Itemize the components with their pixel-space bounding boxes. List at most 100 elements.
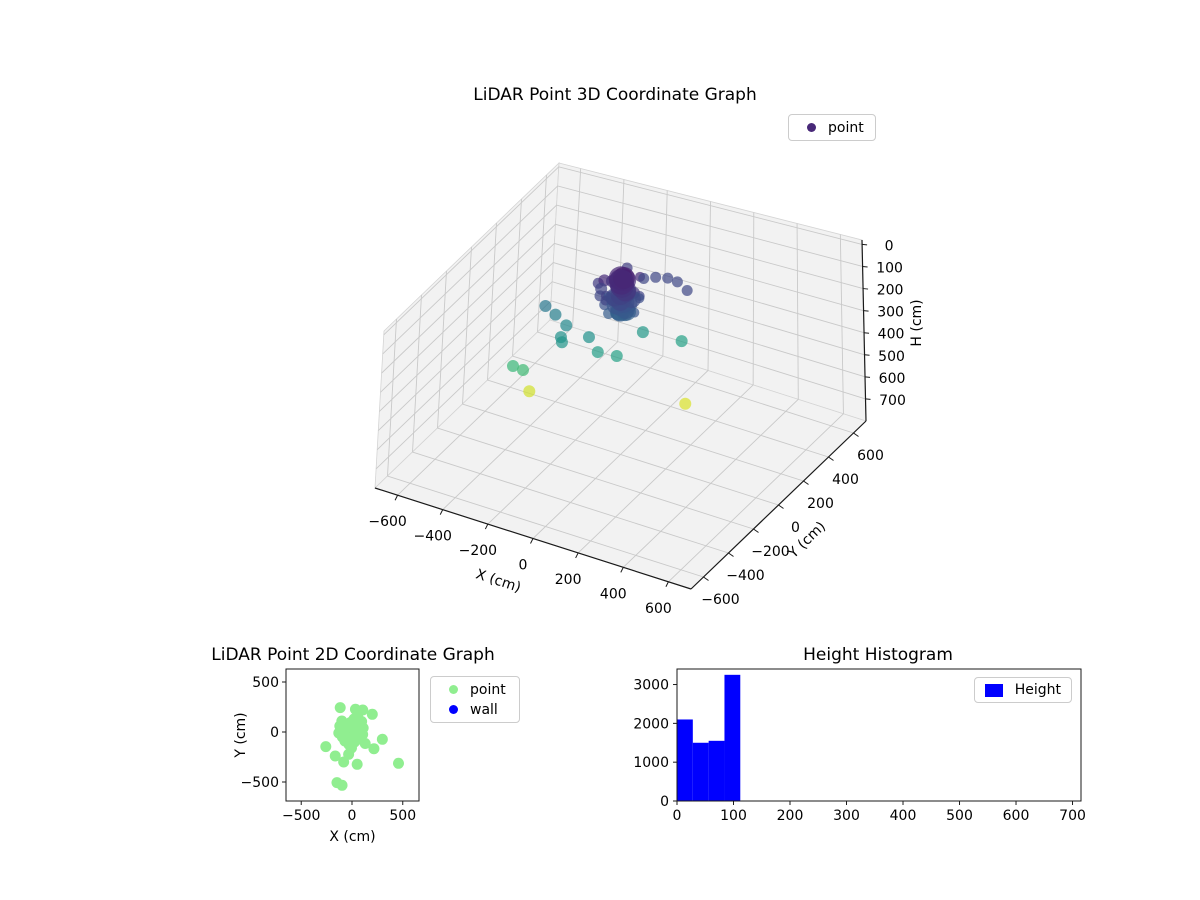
grid-x (668, 234, 844, 583)
x-tick-label: 0 (348, 808, 357, 824)
h-tick (863, 288, 869, 290)
y-tick (778, 504, 784, 509)
scatter-point-3d (636, 326, 649, 339)
y-tick (753, 528, 759, 533)
grid-x (532, 201, 711, 539)
scatter-point-3d (595, 282, 608, 295)
y-tick (803, 480, 809, 485)
scatter-point-2d (334, 702, 346, 714)
x-tick (530, 538, 534, 544)
scatter-point-2d (366, 708, 378, 720)
scatter-point-3d (506, 360, 519, 373)
scatter-point-2d (320, 741, 332, 753)
y-tick-label: 600 (857, 448, 884, 464)
hist-bar (708, 740, 725, 801)
h-axis-label: H (cm) (909, 299, 925, 346)
point-marker-icon (449, 685, 458, 694)
x-tick-label: 200 (555, 572, 582, 588)
scatter-point-3d (675, 335, 688, 348)
hist-bar (724, 674, 741, 801)
y-tick-label: −600 (701, 592, 739, 608)
h-tick-label: 100 (876, 260, 903, 276)
legend-row: Height (985, 682, 1061, 698)
h-tick (865, 398, 871, 400)
x-tick-label: −200 (459, 543, 497, 559)
legend-row: point (441, 682, 509, 698)
scatter-point-3d (638, 273, 650, 285)
x-tick-label: 400 (600, 586, 627, 602)
h-tick (864, 354, 870, 356)
scatter-point-3d (591, 346, 604, 359)
x-tick (620, 567, 624, 573)
x-tick-label: 500 (946, 808, 973, 824)
grid-x (397, 168, 582, 496)
y-tick-label: 0 (270, 725, 279, 741)
point-marker-icon (807, 123, 816, 132)
hist-bar (677, 719, 693, 801)
grid-y (512, 198, 829, 458)
h-tick-label: 200 (877, 283, 904, 299)
scatter-point-2d (368, 743, 380, 755)
grid-h (375, 300, 866, 470)
y-axis-label: Y (cm) (233, 712, 249, 758)
plot2d-frame (285, 668, 420, 802)
x-tick-label: 100 (720, 808, 747, 824)
grid-x (442, 179, 625, 510)
grid-x (622, 223, 799, 568)
grid-h (382, 185, 863, 355)
h-tick (863, 310, 869, 312)
plot2d-legend: point wall (430, 676, 520, 723)
y-tick-label: 1000 (633, 755, 669, 771)
y-tick-label: −500 (241, 775, 279, 791)
h-tick-label: 700 (879, 393, 906, 409)
y-tick-label: 0 (791, 520, 800, 536)
legend-label: wall (470, 701, 498, 718)
grid-x (487, 190, 668, 525)
x-tick-label: −500 (282, 808, 320, 824)
h-tick-label: 400 (878, 327, 905, 343)
plot3d-title: LiDAR Point 3D Coordinate Graph (473, 85, 757, 105)
scatter-point-3d (650, 271, 662, 283)
x-tick-label: 0 (519, 558, 528, 574)
x-tick-label: 700 (1059, 808, 1086, 824)
scatter-point-3d (610, 350, 623, 363)
scatter-point-3d (549, 308, 562, 321)
h-tick (863, 332, 870, 334)
x-tick (484, 523, 489, 530)
y-tick-label: 500 (252, 675, 279, 691)
legend-label: point (470, 681, 506, 698)
grid-y (537, 174, 854, 434)
h-tick-label: 600 (879, 371, 906, 387)
y-tick (853, 432, 859, 437)
x-tick (394, 494, 399, 501)
y-tick (828, 456, 834, 461)
x-axis-label: X (cm) (474, 566, 523, 596)
scatter-point-3d (679, 397, 692, 410)
y-tick (728, 552, 734, 557)
x-tick-label: 300 (833, 808, 860, 824)
legend-label: point (828, 119, 864, 136)
h-tick-label: 0 (885, 238, 894, 254)
grid-y (487, 222, 804, 482)
scatter-point-3d (560, 319, 573, 332)
hist-bar (692, 742, 709, 801)
h-axis-line (861, 239, 867, 422)
scatter-point-2d (376, 733, 388, 745)
y-tick-label: 200 (807, 496, 834, 512)
grid-y (412, 294, 729, 554)
legend-label: Height (1014, 682, 1061, 698)
x-tick-label: −600 (368, 514, 406, 530)
scatter-point-3d (681, 285, 693, 297)
scatter-point-2d (357, 722, 369, 734)
scatter-point-2d (392, 757, 404, 769)
grid-y (437, 270, 754, 530)
scatter-point-2d (347, 719, 359, 731)
y-tick-label: 3000 (633, 678, 669, 694)
y-tick-label: 400 (832, 472, 859, 488)
plot2d-title: LiDAR Point 2D Coordinate Graph (211, 645, 495, 665)
height-swatch-icon (985, 683, 1003, 697)
grid-h (379, 242, 865, 412)
x-tick-label: −400 (413, 529, 451, 545)
scatter-point-2d (336, 715, 348, 727)
